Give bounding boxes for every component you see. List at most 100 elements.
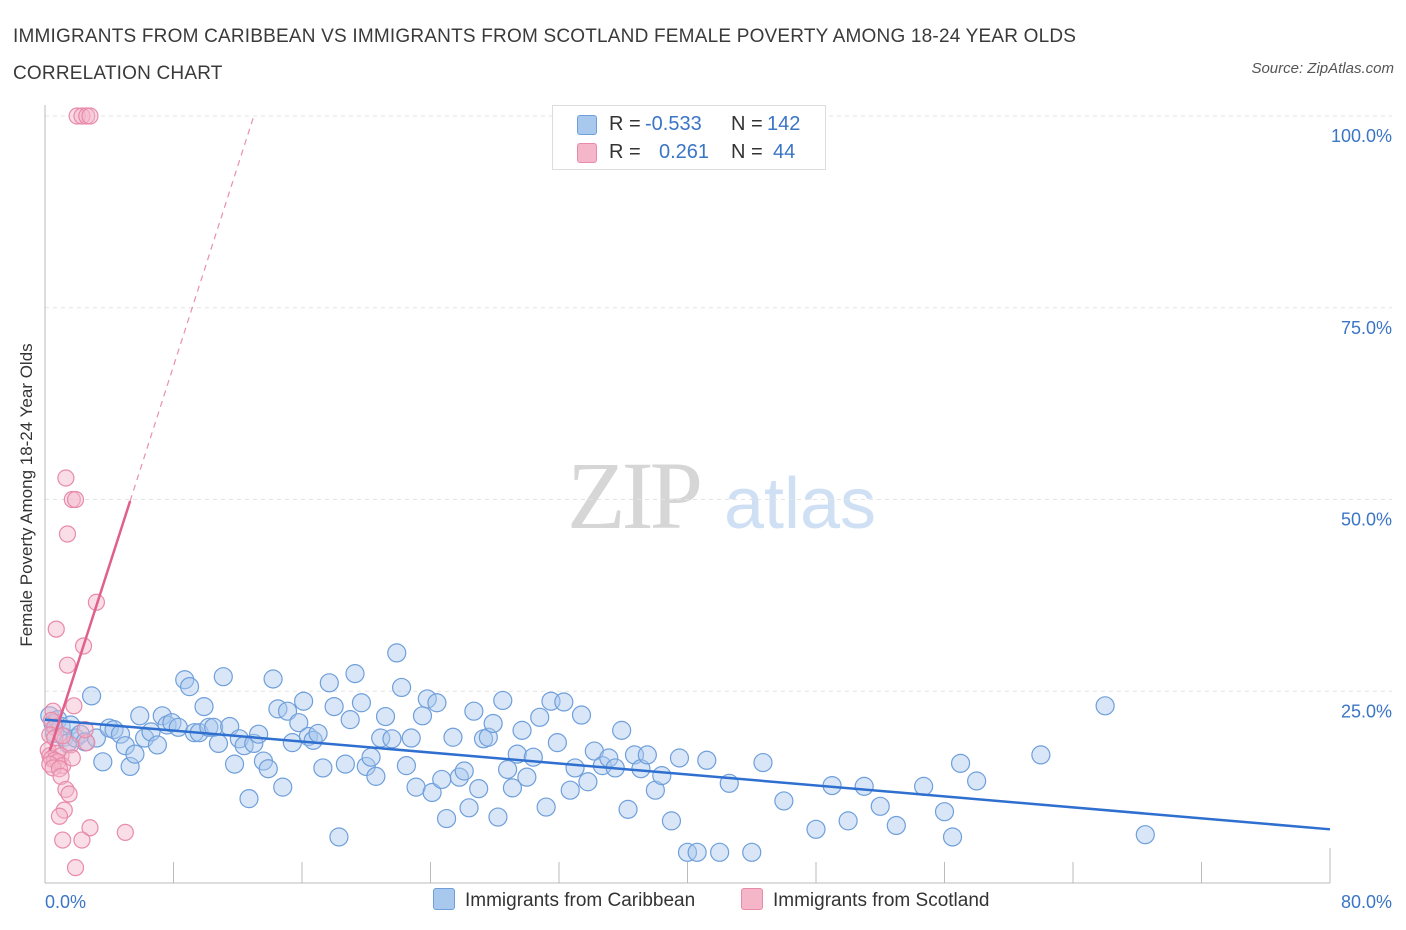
caribbean-point [396, 756, 417, 776]
caribbean-point [483, 713, 503, 734]
caribbean-point [687, 842, 707, 862]
caribbean-point [120, 756, 140, 777]
caribbean-point [81, 686, 102, 706]
legend-n-value-caribbean: 142 [767, 113, 801, 135]
caribbean-point [273, 777, 293, 797]
caribbean-point [147, 735, 168, 755]
scotland-point [57, 780, 75, 799]
caribbean-point [436, 808, 457, 829]
caribbean-point [512, 720, 532, 740]
caribbean-point [308, 723, 328, 744]
caribbean-point [356, 756, 376, 777]
caribbean-point [554, 692, 574, 712]
caribbean-point [412, 706, 433, 726]
caribbean-point [517, 767, 537, 787]
chart-title: IMMIGRANTS FROM CARIBBEAN VS IMMIGRANTS … [13, 26, 1077, 84]
caribbean-point [934, 802, 955, 822]
caribbean-point [618, 799, 638, 819]
caribbean-point [753, 752, 773, 773]
y-tick-label: 25.0% [1341, 701, 1392, 721]
caribbean-point [406, 777, 426, 797]
caribbean-point [454, 761, 474, 781]
scotland-point [57, 469, 75, 487]
legend-r-value-caribbean: -0.533 [645, 113, 702, 135]
caribbean-point [677, 842, 698, 862]
legend-r-label: R = [609, 141, 641, 163]
caribbean-point [263, 669, 283, 689]
caribbean-point [498, 759, 518, 780]
watermark-atlas: atlas [724, 464, 876, 544]
caribbean-point [942, 827, 963, 847]
scotland-point [116, 823, 134, 841]
caribbean-point [870, 796, 890, 816]
scotland-point [58, 656, 77, 674]
caribbean-point [669, 748, 690, 768]
caribbean-point [536, 797, 556, 817]
caribbean-legend-swatch [433, 888, 455, 910]
caribbean-point [375, 706, 396, 727]
caribbean-legend-label: Immigrants from Caribbean [465, 890, 696, 911]
caribbean-point [459, 798, 479, 818]
scotland-point [66, 490, 85, 509]
caribbean-point [697, 750, 717, 770]
caribbean-point [401, 728, 421, 748]
caribbean-point [661, 811, 682, 831]
caribbean-point [854, 776, 874, 796]
caribbean-point [806, 819, 826, 839]
caribbean-point [93, 752, 113, 772]
caribbean-point [443, 727, 463, 747]
bottom-legend-scotland: Immigrants from Scotland [741, 888, 989, 912]
y-tick-label: 50.0% [1341, 510, 1392, 530]
legend-r-value-scotland: 0.261 [659, 141, 710, 163]
scotland-trendline [48, 500, 132, 751]
caribbean-point [351, 693, 372, 713]
caribbean-point [258, 759, 278, 779]
caribbean-point [345, 664, 365, 684]
caribbean-point [427, 693, 447, 713]
source-credit: Source: ZipAtlas.com [1251, 60, 1394, 77]
scotland-point [52, 767, 70, 785]
x-tick-label-max: 80.0% [1341, 892, 1392, 912]
caribbean-point [652, 766, 672, 786]
caribbean-point [1095, 696, 1115, 716]
scotland-point [73, 831, 91, 849]
legend-r-label: R = [609, 113, 641, 135]
legend-n-value-scotland: 44 [773, 141, 796, 163]
caribbean-point [502, 778, 523, 798]
caribbean-point [1031, 745, 1051, 765]
scotland-swatch [577, 143, 597, 163]
bottom-legend-caribbean: Immigrants from Caribbean [433, 888, 695, 912]
caribbean-point [488, 807, 508, 827]
caribbean-point [152, 706, 172, 726]
scotland-point [81, 819, 99, 837]
caribbean-point [224, 754, 245, 774]
scotland-legend-swatch [741, 888, 763, 910]
caribbean-point [774, 791, 794, 811]
caribbean-point [277, 701, 298, 721]
caribbean-point [208, 733, 229, 754]
scotland-point [81, 107, 99, 125]
scotland-point [58, 525, 77, 543]
scotland-point [65, 697, 83, 715]
scotland-point [54, 831, 72, 849]
caribbean-point [493, 690, 513, 711]
y-tick-label: 100.0% [1331, 126, 1392, 146]
caribbean-trendline [44, 718, 1331, 831]
caribbean-point [469, 779, 489, 799]
caribbean-point [578, 772, 598, 792]
caribbean-point [289, 713, 309, 733]
caribbean-point [294, 691, 314, 711]
caribbean-point [361, 747, 381, 767]
caribbean-point [950, 753, 971, 773]
caribbean-point [340, 710, 360, 730]
caribbean-point [324, 696, 344, 717]
caribbean-point [838, 811, 858, 831]
caribbean-point [530, 707, 550, 727]
caribbean-point [199, 717, 219, 737]
caribbean-point [168, 717, 188, 737]
caribbean-point [742, 842, 762, 862]
caribbean-point [329, 827, 349, 847]
caribbean-point [213, 667, 233, 687]
caribbean-point [179, 677, 200, 697]
